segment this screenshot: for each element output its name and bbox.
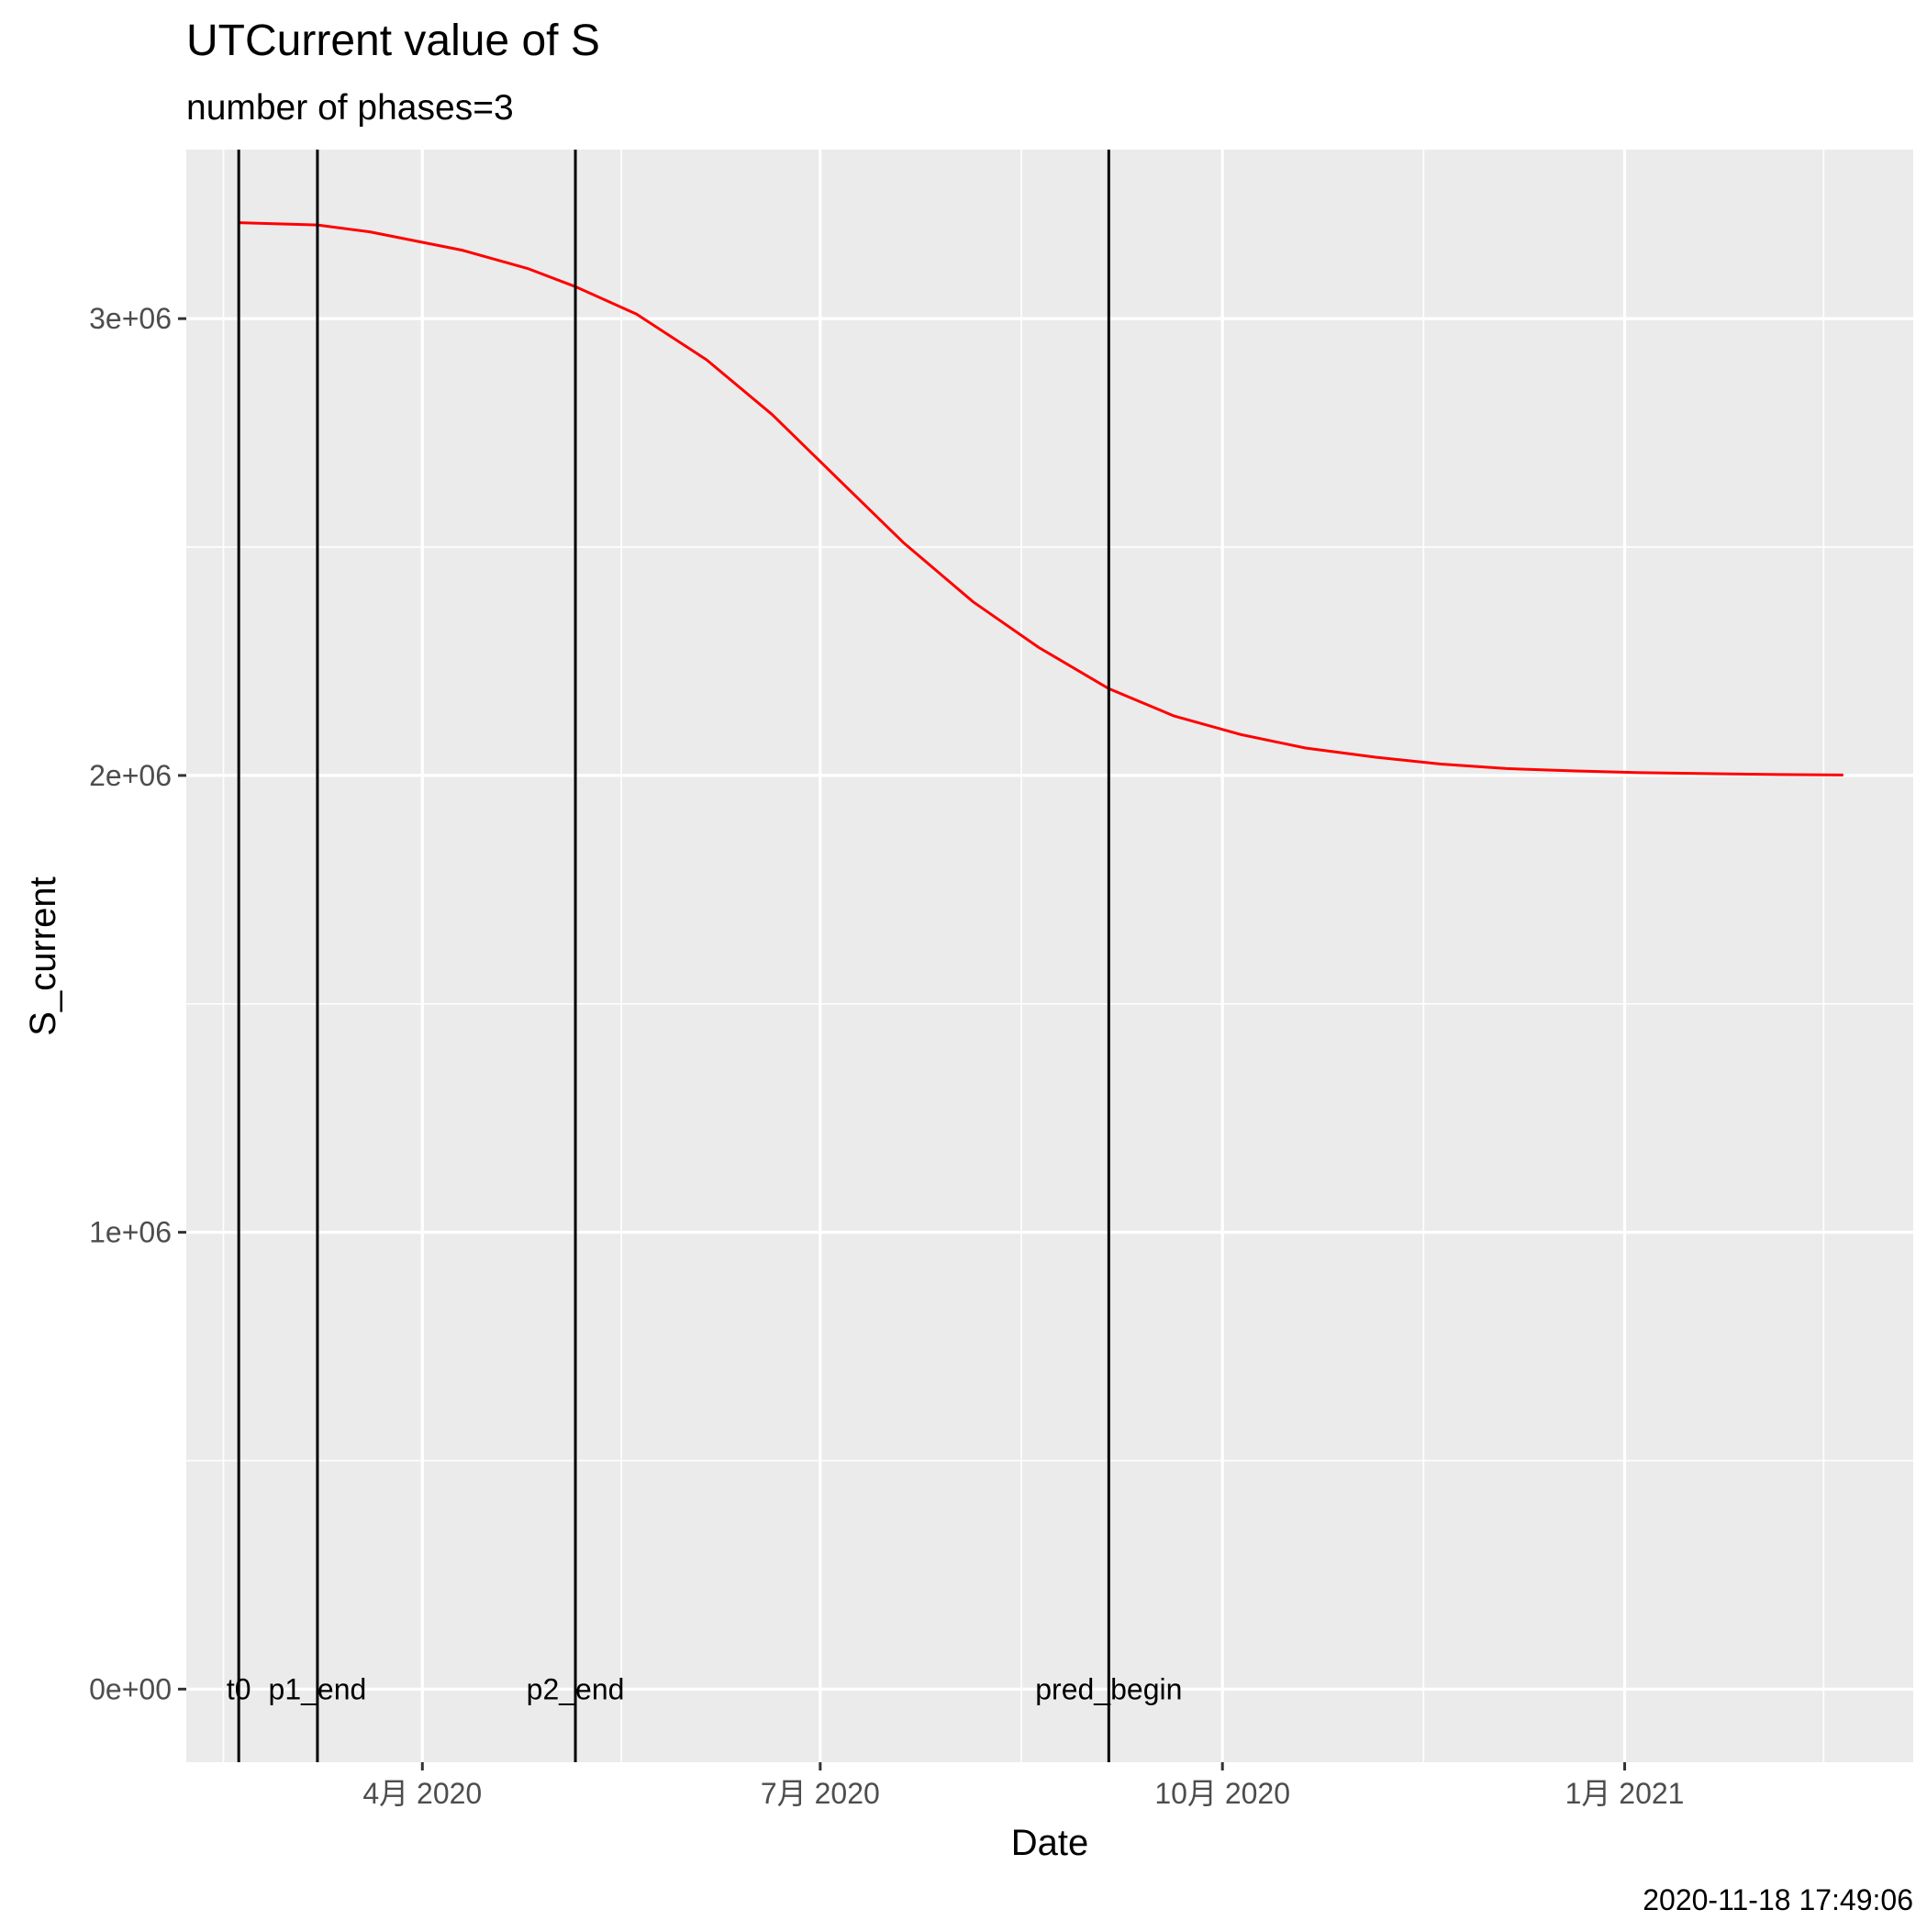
timestamp-caption: 2020-11-18 17:49:06 xyxy=(1643,1883,1913,1916)
vline-label: pred_begin xyxy=(1035,1672,1182,1705)
x-tick-label: 1月 2021 xyxy=(1565,1777,1685,1810)
vertical-line-labels: t0 p1_end p2_end pred_begin xyxy=(227,1672,1183,1705)
y-tick-label: 2e+06 xyxy=(89,759,172,792)
axes: 4月 2020 7月 2020 10月 2020 1月 2021 0e+00 1e+06 2… xyxy=(89,302,1684,1810)
minor-gridlines xyxy=(186,150,1913,1762)
x-tick-label: 7月 2020 xyxy=(761,1777,880,1810)
y-tick-label: 1e+06 xyxy=(89,1216,172,1249)
vline-label: p1_end xyxy=(269,1672,367,1705)
x-tick-label: 10月 2020 xyxy=(1154,1777,1290,1810)
y-tick-label: 0e+00 xyxy=(89,1672,172,1705)
x-tick-label: 4月 2020 xyxy=(362,1777,482,1810)
x-axis-title: Date xyxy=(1011,1823,1089,1863)
major-gridlines xyxy=(186,150,1913,1762)
vline-label: p2_end xyxy=(527,1672,625,1705)
chart-subtitle: number of phases=3 xyxy=(186,88,514,128)
y-axis-title: S_current xyxy=(23,877,63,1035)
chart-title: UTCurrent value of S xyxy=(186,17,600,65)
vertical-lines xyxy=(237,150,1110,1762)
series-line-0 xyxy=(239,221,1843,776)
plot-panel xyxy=(186,150,1913,1762)
series-layer xyxy=(239,221,1843,776)
vline-label: t0 xyxy=(227,1672,251,1705)
y-tick-label: 3e+06 xyxy=(89,302,172,335)
